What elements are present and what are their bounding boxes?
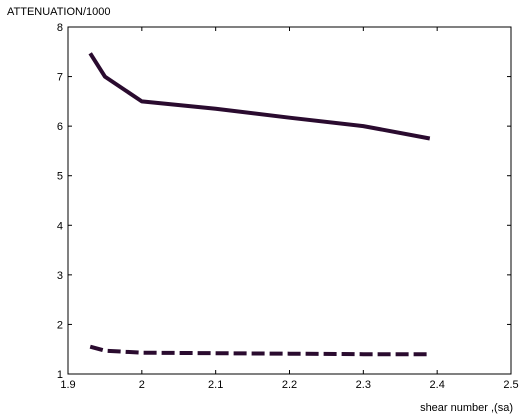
y-axis-label: ATTENUATION/1000: [7, 6, 111, 18]
x-tick-label: 2: [139, 379, 145, 391]
x-tick-label: 2.4: [430, 379, 445, 391]
x-tick-label: 2.5: [503, 379, 518, 391]
dashed-series-line: [89, 344, 430, 357]
y-tick-label: 3: [57, 270, 63, 282]
y-tick-label: 5: [57, 171, 63, 183]
plot-area: [67, 26, 512, 375]
y-tick-label: 1: [57, 369, 63, 381]
solid-series-line: [88, 52, 431, 141]
x-tick-label: 2.1: [208, 379, 223, 391]
y-tick-label: 8: [57, 22, 63, 34]
y-tick-label: 6: [57, 121, 63, 133]
y-tick-label: 7: [57, 72, 63, 84]
x-tick-label: 2.3: [356, 379, 371, 391]
x-axis-label: shear number ,(sa): [420, 402, 513, 414]
axis-ticks: 1.9 2 2.1 2.2 2.3 2.4 2.5 1 2 3 4 5 6 7 8: [57, 22, 519, 391]
y-tick-label: 4: [57, 220, 63, 232]
series-group: [88, 52, 431, 357]
x-tick-label: 1.9: [60, 379, 75, 391]
x-tick-label: 2.2: [282, 379, 297, 391]
y-tick-label: 2: [57, 319, 63, 331]
